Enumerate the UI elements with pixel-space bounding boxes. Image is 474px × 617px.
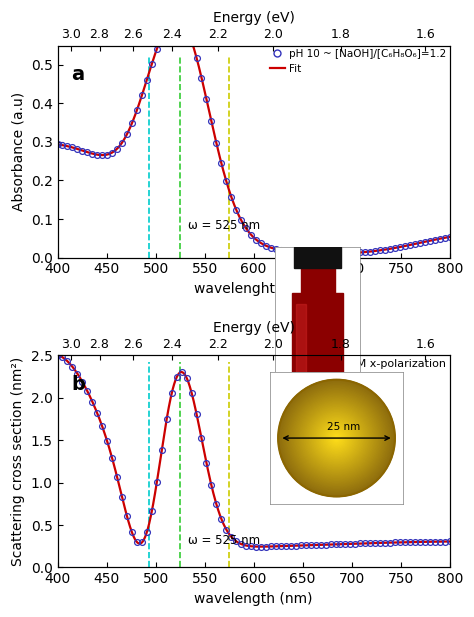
Y-axis label: Scattering cross section (nm²): Scattering cross section (nm²) <box>11 357 25 566</box>
Circle shape <box>289 391 384 486</box>
Circle shape <box>303 405 370 471</box>
Circle shape <box>283 385 390 491</box>
Circle shape <box>309 410 365 466</box>
Circle shape <box>314 415 359 461</box>
Circle shape <box>334 435 339 441</box>
Circle shape <box>335 437 338 439</box>
Circle shape <box>299 401 374 475</box>
Text: ω = 525 nm: ω = 525 nm <box>188 218 260 231</box>
Circle shape <box>284 386 389 491</box>
Circle shape <box>323 424 350 452</box>
Circle shape <box>308 410 365 466</box>
Circle shape <box>318 420 355 457</box>
Circle shape <box>334 436 339 441</box>
Circle shape <box>296 397 377 479</box>
Text: b: b <box>71 375 85 394</box>
Circle shape <box>331 433 342 444</box>
Circle shape <box>307 408 366 468</box>
Circle shape <box>292 393 382 483</box>
Circle shape <box>301 403 372 473</box>
Circle shape <box>293 395 380 481</box>
Circle shape <box>292 394 381 482</box>
Circle shape <box>278 379 395 497</box>
Text: a: a <box>71 65 84 84</box>
Circle shape <box>322 423 351 453</box>
Circle shape <box>306 407 367 469</box>
Circle shape <box>312 414 361 462</box>
Circle shape <box>328 430 345 446</box>
Circle shape <box>305 407 368 470</box>
Circle shape <box>312 413 361 463</box>
Circle shape <box>315 416 358 460</box>
Circle shape <box>310 412 363 465</box>
Circle shape <box>320 422 353 454</box>
Circle shape <box>300 402 373 474</box>
Circle shape <box>297 399 376 478</box>
X-axis label: wavelength (nm): wavelength (nm) <box>194 592 313 606</box>
Circle shape <box>296 398 377 478</box>
Circle shape <box>329 431 344 445</box>
Circle shape <box>317 418 356 458</box>
Bar <box>301 268 335 294</box>
Circle shape <box>304 405 369 471</box>
Circle shape <box>311 413 362 463</box>
Circle shape <box>287 389 386 487</box>
Circle shape <box>313 415 360 462</box>
Circle shape <box>310 411 364 465</box>
Circle shape <box>288 390 385 486</box>
Circle shape <box>285 386 388 490</box>
X-axis label: wavelenght (nm): wavelenght (nm) <box>194 282 313 296</box>
Circle shape <box>327 429 346 447</box>
Circle shape <box>280 381 393 495</box>
Circle shape <box>330 431 343 445</box>
Circle shape <box>326 427 347 449</box>
Circle shape <box>326 428 347 449</box>
Circle shape <box>336 437 337 439</box>
Circle shape <box>285 387 388 489</box>
Circle shape <box>293 394 380 482</box>
Circle shape <box>331 433 342 443</box>
Circle shape <box>298 399 375 477</box>
Circle shape <box>316 418 357 458</box>
Circle shape <box>301 402 372 474</box>
Circle shape <box>280 382 393 494</box>
Y-axis label: Absorbance (a.u): Absorbance (a.u) <box>11 92 25 211</box>
Circle shape <box>307 409 366 467</box>
Circle shape <box>290 391 383 485</box>
Circle shape <box>295 397 378 479</box>
Circle shape <box>291 392 383 484</box>
Circle shape <box>328 429 345 447</box>
Circle shape <box>325 426 348 450</box>
Circle shape <box>332 434 341 442</box>
Text: 25 nm: 25 nm <box>327 422 360 432</box>
Circle shape <box>283 384 391 492</box>
Circle shape <box>281 383 392 494</box>
Circle shape <box>320 421 353 455</box>
Circle shape <box>333 434 340 442</box>
Circle shape <box>318 419 356 457</box>
Circle shape <box>315 417 358 459</box>
Legend: pH 10 ~ [NaOH]/[C₆H₈O₆]=1.2, Fit: pH 10 ~ [NaOH]/[C₆H₈O₆]=1.2, Fit <box>270 49 447 74</box>
Circle shape <box>282 383 391 493</box>
Circle shape <box>324 426 349 450</box>
Circle shape <box>304 406 369 470</box>
X-axis label: Energy (eV): Energy (eV) <box>213 321 294 335</box>
Circle shape <box>302 404 371 473</box>
Bar <box>296 304 307 407</box>
Circle shape <box>319 421 354 455</box>
Text: ω = 525 nm: ω = 525 nm <box>188 534 260 547</box>
Bar <box>294 247 341 268</box>
Bar <box>292 294 343 411</box>
X-axis label: Energy (eV): Energy (eV) <box>213 11 294 25</box>
Circle shape <box>286 387 387 489</box>
Circle shape <box>294 395 379 481</box>
Legend: BEM x-polarization: BEM x-polarization <box>311 358 447 369</box>
Circle shape <box>288 389 385 487</box>
Circle shape <box>279 381 394 495</box>
Circle shape <box>321 423 352 453</box>
Circle shape <box>299 400 374 476</box>
Circle shape <box>323 425 350 451</box>
